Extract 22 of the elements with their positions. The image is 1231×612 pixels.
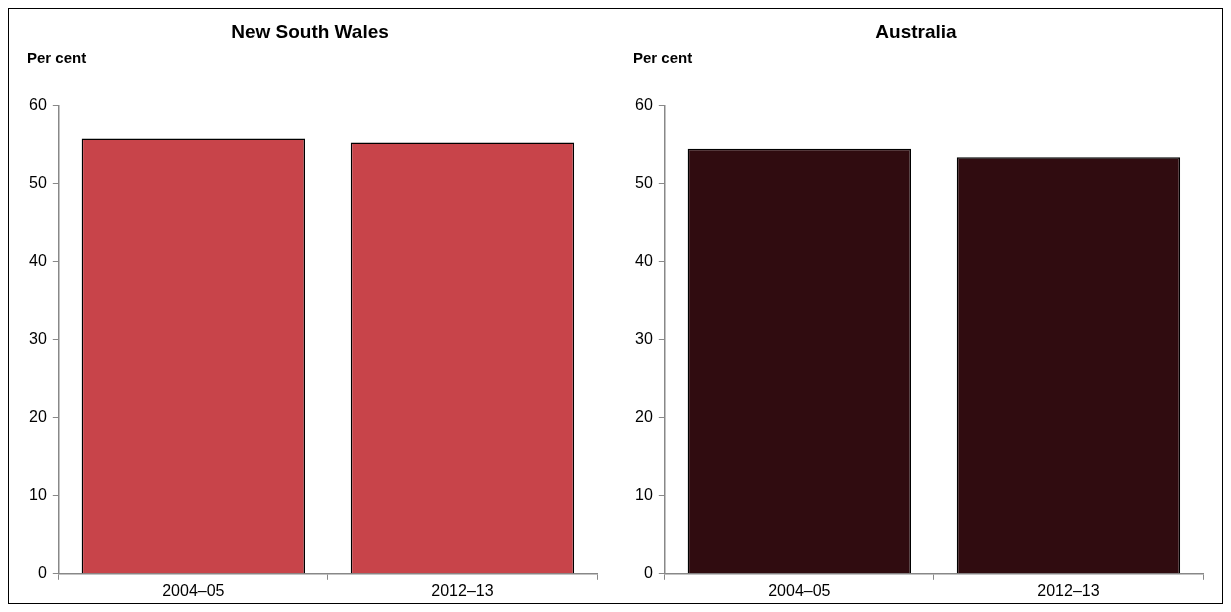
y-tick-label: 40: [635, 252, 653, 270]
y-tick-label: 20: [635, 408, 653, 426]
y-axis-title: Per cent: [633, 49, 693, 67]
chart-title: New South Wales: [231, 20, 389, 42]
y-tick-label: 20: [29, 408, 47, 426]
chart-title: Australia: [875, 20, 958, 42]
x-tick-label: 2012–13: [1037, 581, 1100, 599]
x-tick-label: 2012–13: [431, 581, 494, 599]
y-axis-title: Per cent: [27, 49, 87, 67]
y-tick-label: 0: [643, 564, 653, 582]
y-tick-label: 30: [635, 330, 653, 348]
y-tick-label: 50: [635, 174, 653, 192]
y-tick-label: 40: [29, 252, 47, 270]
y-tick-label: 10: [635, 486, 653, 504]
x-tick-label: 2004–05: [768, 581, 831, 599]
y-tick-label: 30: [29, 330, 47, 348]
y-tick-label: 0: [37, 564, 47, 582]
y-tick-label: 60: [29, 96, 47, 114]
y-tick-label: 50: [29, 174, 47, 192]
y-tick-label: 60: [635, 96, 653, 114]
x-tick-label: 2004–05: [162, 581, 225, 599]
y-tick-label: 10: [29, 486, 47, 504]
